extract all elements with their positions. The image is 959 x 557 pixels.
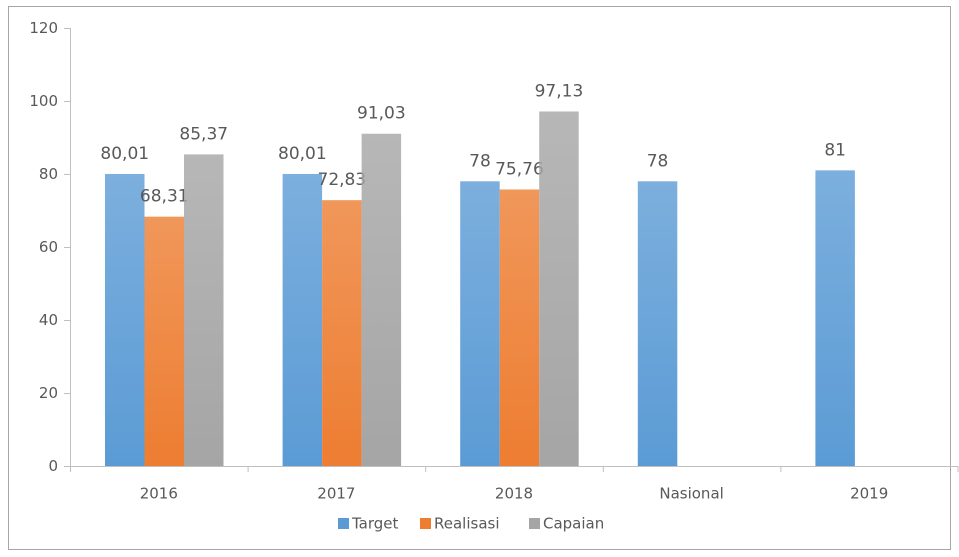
bar xyxy=(460,181,500,467)
value-label: 75,76 xyxy=(495,159,544,179)
legend-label: Realisasi xyxy=(434,515,500,533)
bar xyxy=(144,216,184,466)
y-tick-label: 100 xyxy=(29,92,58,110)
x-tick-label: Nasional xyxy=(659,485,723,503)
bar xyxy=(637,181,678,467)
bar xyxy=(322,200,362,466)
legend-swatch xyxy=(420,518,431,529)
value-label: 97,13 xyxy=(535,81,584,101)
bar xyxy=(105,173,145,466)
legend-label: Capaian xyxy=(543,515,604,533)
x-tick-label: 2017 xyxy=(317,485,355,503)
bar xyxy=(282,173,323,466)
x-tick-label: 2019 xyxy=(850,485,888,503)
y-tick-label: 80 xyxy=(39,165,58,183)
value-label: 91,03 xyxy=(357,104,406,124)
y-tick-label: 60 xyxy=(39,238,58,256)
y-tick-label: 20 xyxy=(39,384,58,402)
x-tick-label: 2016 xyxy=(140,485,178,503)
y-tick-label: 40 xyxy=(39,311,58,329)
y-tick-label: 120 xyxy=(29,19,58,37)
value-label: 81 xyxy=(824,140,846,160)
bar xyxy=(184,154,224,466)
bar xyxy=(361,133,402,467)
value-label: 85,37 xyxy=(179,124,228,144)
legend-swatch xyxy=(529,518,540,529)
value-label: 78 xyxy=(647,151,669,171)
bar xyxy=(499,189,540,466)
value-label: 80,01 xyxy=(100,144,149,164)
legend-label: Target xyxy=(351,515,399,533)
y-tick-label: 0 xyxy=(48,457,58,475)
x-tick-label: 2018 xyxy=(495,485,533,503)
value-label: 72,83 xyxy=(318,170,367,190)
value-label: 68,31 xyxy=(140,187,189,207)
legend-swatch xyxy=(338,518,349,529)
bar xyxy=(815,170,855,466)
bar xyxy=(539,111,579,467)
value-label: 80,01 xyxy=(278,144,327,164)
value-label: 78 xyxy=(469,151,491,171)
